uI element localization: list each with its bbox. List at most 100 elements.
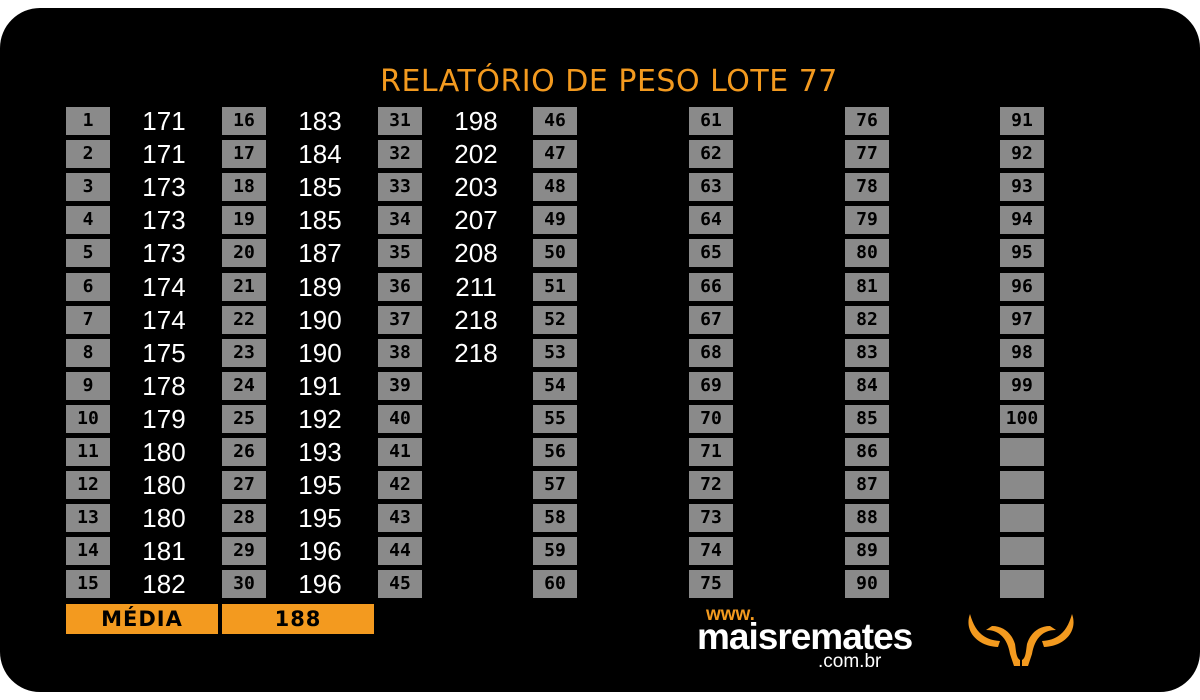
animal-number-cell: 67 <box>689 306 733 334</box>
weight-value-cell: 171 <box>142 139 186 169</box>
weight-value-cell: 180 <box>142 470 186 500</box>
weight-value-cell: 190 <box>298 305 342 335</box>
animal-number-cell: 75 <box>689 570 733 598</box>
weight-value-cell: 173 <box>142 238 186 268</box>
animal-number-cell: 35 <box>378 239 422 267</box>
animal-number-cell: 73 <box>689 504 733 532</box>
animal-number-cell: 78 <box>845 173 889 201</box>
animal-number-cell: 8 <box>66 339 110 367</box>
animal-number-cell: 51 <box>533 273 577 301</box>
weight-value-cell: 185 <box>298 172 342 202</box>
weight-value-cell: 207 <box>454 205 498 235</box>
animal-number-cell: 99 <box>1000 372 1044 400</box>
animal-number-cell <box>1000 471 1044 499</box>
weight-value-cell: 202 <box>454 139 498 169</box>
animal-number-cell: 59 <box>533 537 577 565</box>
weight-value-cell: 183 <box>298 106 342 136</box>
animal-number-cell: 23 <box>222 339 266 367</box>
weight-value-cell: 218 <box>454 305 498 335</box>
animal-number-cell: 58 <box>533 504 577 532</box>
animal-number-cell <box>1000 570 1044 598</box>
animal-number-cell: 29 <box>222 537 266 565</box>
weight-value-cell: 195 <box>298 503 342 533</box>
animal-number-cell: 27 <box>222 471 266 499</box>
animal-number-cell: 1 <box>66 107 110 135</box>
website-domain: .com.br <box>818 651 882 672</box>
animal-number-cell: 63 <box>689 173 733 201</box>
animal-number-cell: 87 <box>845 471 889 499</box>
bull-horns-icon <box>962 610 1080 672</box>
weight-value-cell: 218 <box>454 338 498 368</box>
animal-number-cell: 41 <box>378 438 422 466</box>
animal-number-cell: 36 <box>378 273 422 301</box>
animal-number-cell <box>1000 537 1044 565</box>
weight-value-cell: 182 <box>142 569 186 599</box>
weight-value-cell: 187 <box>298 238 342 268</box>
animal-number-cell: 48 <box>533 173 577 201</box>
animal-number-cell: 24 <box>222 372 266 400</box>
weight-value-cell: 173 <box>142 172 186 202</box>
animal-number-cell: 88 <box>845 504 889 532</box>
animal-number-cell: 61 <box>689 107 733 135</box>
animal-number-cell: 33 <box>378 173 422 201</box>
weight-value-cell: 203 <box>454 172 498 202</box>
animal-number-cell: 31 <box>378 107 422 135</box>
animal-number-cell: 70 <box>689 405 733 433</box>
animal-number-cell: 14 <box>66 537 110 565</box>
animal-number-cell: 15 <box>66 570 110 598</box>
animal-number-cell: 34 <box>378 206 422 234</box>
animal-number-cell: 69 <box>689 372 733 400</box>
animal-number-cell: 18 <box>222 173 266 201</box>
animal-number-cell: 95 <box>1000 239 1044 267</box>
animal-number-cell: 7 <box>66 306 110 334</box>
weight-value-cell: 191 <box>298 371 342 401</box>
report-title: RELATÓRIO DE PESO LOTE 77 <box>380 64 838 99</box>
average-label: MÉDIA <box>66 604 218 634</box>
weight-value-cell: 198 <box>454 106 498 136</box>
animal-number-cell: 66 <box>689 273 733 301</box>
animal-number-cell: 49 <box>533 206 577 234</box>
weight-value-cell: 173 <box>142 205 186 235</box>
animal-number-cell: 76 <box>845 107 889 135</box>
animal-number-cell: 60 <box>533 570 577 598</box>
animal-number-cell: 52 <box>533 306 577 334</box>
animal-number-cell: 21 <box>222 273 266 301</box>
average-value: 188 <box>222 604 374 634</box>
animal-number-cell: 64 <box>689 206 733 234</box>
animal-number-cell: 79 <box>845 206 889 234</box>
weight-value-cell: 175 <box>142 338 186 368</box>
weight-value-cell: 185 <box>298 205 342 235</box>
weight-value-cell: 190 <box>298 338 342 368</box>
weight-value-cell: 174 <box>142 305 186 335</box>
animal-number-cell: 10 <box>66 405 110 433</box>
animal-number-cell: 97 <box>1000 306 1044 334</box>
animal-number-cell: 26 <box>222 438 266 466</box>
weight-value-cell: 181 <box>142 536 186 566</box>
animal-number-cell: 74 <box>689 537 733 565</box>
animal-number-cell: 44 <box>378 537 422 565</box>
animal-number-cell: 93 <box>1000 173 1044 201</box>
animal-number-cell: 84 <box>845 372 889 400</box>
animal-number-cell: 42 <box>378 471 422 499</box>
animal-number-cell: 94 <box>1000 206 1044 234</box>
animal-number-cell: 9 <box>66 372 110 400</box>
animal-number-cell: 62 <box>689 140 733 168</box>
animal-number-cell: 98 <box>1000 339 1044 367</box>
animal-number-cell: 90 <box>845 570 889 598</box>
animal-number-cell: 100 <box>1000 405 1044 433</box>
animal-number-cell: 85 <box>845 405 889 433</box>
animal-number-cell: 89 <box>845 537 889 565</box>
animal-number-cell: 32 <box>378 140 422 168</box>
animal-number-cell: 2 <box>66 140 110 168</box>
animal-number-cell: 4 <box>66 206 110 234</box>
animal-number-cell: 46 <box>533 107 577 135</box>
weight-value-cell: 180 <box>142 437 186 467</box>
animal-number-cell: 50 <box>533 239 577 267</box>
animal-number-cell: 56 <box>533 438 577 466</box>
weight-value-cell: 179 <box>142 404 186 434</box>
animal-number-cell: 55 <box>533 405 577 433</box>
weight-value-cell: 195 <box>298 470 342 500</box>
animal-number-cell: 83 <box>845 339 889 367</box>
animal-number-cell: 53 <box>533 339 577 367</box>
animal-number-cell: 20 <box>222 239 266 267</box>
